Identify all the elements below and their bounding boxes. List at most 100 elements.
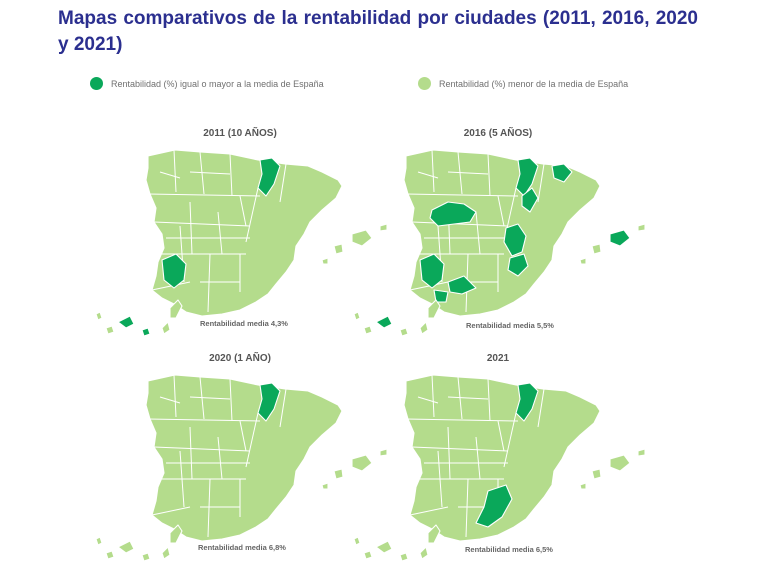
peninsula-region <box>403 374 601 542</box>
island-balearic-west <box>333 468 344 480</box>
legend-high-swatch <box>90 77 103 90</box>
province-border <box>179 450 185 508</box>
peninsula-region <box>145 374 343 542</box>
province-border <box>239 195 247 227</box>
island-canary-a <box>375 315 393 329</box>
province-border <box>153 446 251 452</box>
province-border <box>147 193 261 197</box>
province-murcia <box>475 484 513 528</box>
island-balearic-main <box>351 454 373 472</box>
island-balearic-west <box>591 468 602 480</box>
province-border <box>159 396 181 404</box>
province-border <box>409 506 449 516</box>
island-balearic-main <box>351 229 373 247</box>
spain-map <box>95 149 388 337</box>
province-border <box>245 187 259 243</box>
province-border <box>173 374 177 418</box>
province-border <box>147 418 261 422</box>
map-caption: Rentabilidad media 4,3% <box>200 319 288 328</box>
map-title: 2011 (10 AÑOS) <box>203 128 277 139</box>
province-border <box>411 446 509 452</box>
province-cordoba <box>161 253 187 289</box>
province-border <box>279 163 287 203</box>
island-canary-b <box>399 552 409 562</box>
province-border <box>497 420 505 452</box>
province-catalonia-east <box>551 163 573 183</box>
province-border <box>153 221 251 227</box>
island-balearic-south <box>579 482 587 490</box>
island-canary-a <box>375 540 393 554</box>
island-canary-a <box>117 315 135 329</box>
province-catalonia-west <box>257 157 281 197</box>
province-border <box>537 388 545 428</box>
province-alicante <box>507 253 529 277</box>
province-border <box>405 418 519 422</box>
province-catalonia-west <box>515 157 539 197</box>
map-title: 2021 <box>486 353 510 364</box>
province-border <box>465 478 469 538</box>
island-canary-mid <box>363 550 373 560</box>
island-canary-a <box>117 540 135 554</box>
province-border <box>189 426 193 480</box>
province-cordoba <box>419 253 445 289</box>
province-border <box>159 171 181 179</box>
island-canary-east <box>169 299 183 319</box>
legend-high: Rentabilidad (%) igual o mayor a la medi… <box>90 77 324 90</box>
province-border <box>217 436 223 480</box>
province-catalonia-west <box>257 382 281 422</box>
province-border <box>151 506 191 516</box>
island-canary-west <box>353 311 361 321</box>
province-border <box>189 396 231 400</box>
province-catalonia-west <box>515 382 539 422</box>
legend-low-swatch <box>418 77 431 90</box>
spain-map <box>353 374 646 562</box>
island-balearic-south <box>321 482 329 490</box>
province-border <box>475 436 481 480</box>
province-border <box>279 388 287 428</box>
province-border <box>447 396 489 400</box>
map-caption: Rentabilidad media 6,8% <box>198 543 286 552</box>
legend-low-label: Rentabilidad (%) menor de la media de Es… <box>439 78 629 89</box>
province-border <box>417 171 439 179</box>
island-canary-west <box>95 536 103 546</box>
province-border <box>217 211 223 255</box>
island-canary-mid <box>105 550 115 560</box>
province-border <box>405 193 519 197</box>
island-balearic-west <box>333 243 344 255</box>
province-border <box>437 450 443 508</box>
province-border <box>411 221 509 227</box>
map-caption: Rentabilidad media 6,5% <box>465 545 553 554</box>
province-border <box>229 153 233 197</box>
island-canary-east <box>169 524 183 544</box>
island-canary-far <box>419 321 429 335</box>
province-border <box>189 171 231 175</box>
province-granada <box>447 275 477 295</box>
island-balearic-minor <box>637 448 646 457</box>
province-border <box>207 478 211 538</box>
map-title: 2020 (1 AÑO) <box>209 353 271 364</box>
province-border <box>497 195 505 227</box>
island-balearic-south <box>579 257 587 265</box>
map-2020: 2020 (1 AÑO) Rentabilidad media 6,8% <box>90 353 390 568</box>
province-border <box>239 420 247 452</box>
province-border <box>431 374 435 418</box>
island-canary-b <box>141 327 151 337</box>
island-balearic-west <box>591 243 602 255</box>
island-balearic-south <box>321 257 329 265</box>
island-canary-west <box>95 311 103 321</box>
province-border <box>487 153 491 197</box>
island-balearic-minor <box>379 223 388 232</box>
spain-map <box>353 149 646 337</box>
legend-low: Rentabilidad (%) menor de la media de Es… <box>418 77 628 90</box>
island-canary-far <box>161 321 171 335</box>
island-canary-b <box>141 552 151 562</box>
province-tarragona <box>521 187 539 213</box>
island-canary-far <box>419 546 429 560</box>
province-border <box>475 211 481 255</box>
map-title: 2016 (5 AÑOS) <box>463 128 533 139</box>
province-madrid-area <box>429 201 477 227</box>
island-canary-mid <box>363 325 373 335</box>
island-canary-east <box>427 299 441 319</box>
province-border <box>245 412 259 468</box>
island-canary-west <box>353 536 361 546</box>
